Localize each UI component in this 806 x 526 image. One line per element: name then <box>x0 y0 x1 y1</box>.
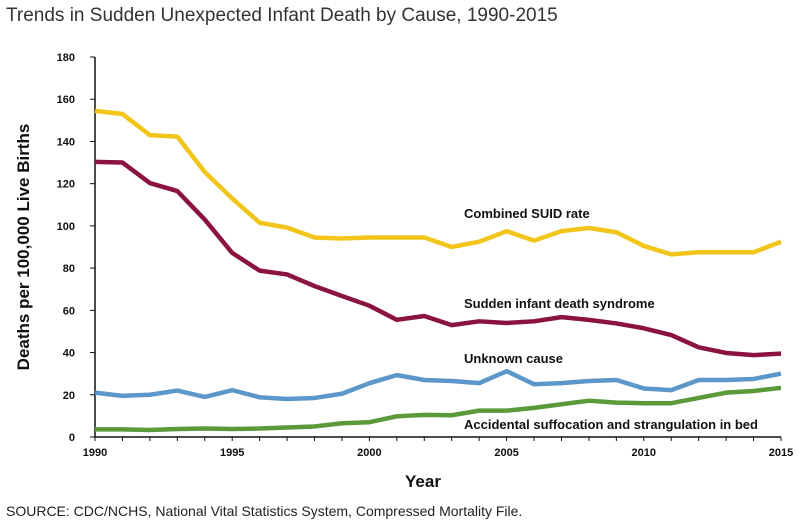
series-line-1 <box>94 159 782 358</box>
y-tick-label: 140 <box>57 136 75 148</box>
series-labels: Combined SUID rate Sudden infant death sy… <box>464 206 758 432</box>
chart-title: Trends in Sudden Unexpected Infant Death… <box>6 5 558 26</box>
series-lines <box>94 108 782 433</box>
y-tick-label: 60 <box>63 305 75 317</box>
x-axis-ticks: 1990 1995 2000 2005 2010 2015 <box>83 437 793 459</box>
series-label-1: Sudden infant death syndrome <box>464 296 655 311</box>
x-tick-label: 2010 <box>632 447 656 459</box>
x-axis-title: Year <box>405 472 441 491</box>
y-tick-label: 20 <box>63 390 75 402</box>
y-tick-label: 100 <box>57 221 75 233</box>
y-axis-ticks: 0 20 40 60 80 100 120 140 160 180 <box>57 52 95 444</box>
series-line-2 <box>94 368 782 402</box>
series-label-0: Combined SUID rate <box>464 206 590 221</box>
x-tick-label: 2015 <box>769 447 793 459</box>
source-note: SOURCE: CDC/NCHS, National Vital Statist… <box>6 503 523 519</box>
y-tick-label: 40 <box>63 348 75 360</box>
y-tick-label: 160 <box>57 94 75 106</box>
y-tick-label: 120 <box>57 179 75 191</box>
x-tick-label: 2000 <box>357 447 381 459</box>
y-tick-label: 80 <box>63 263 75 275</box>
series-label-2: Unknown cause <box>464 351 563 366</box>
series-line-0 <box>94 108 782 257</box>
x-tick-label: 1995 <box>220 447 244 459</box>
series-label-3: Accidental suffocation and strangulation… <box>464 417 758 432</box>
y-tick-label: 0 <box>69 432 75 444</box>
x-tick-label: 1990 <box>83 447 107 459</box>
x-tick-label: 2005 <box>494 447 518 459</box>
series-line-3 <box>95 385 782 433</box>
y-tick-label: 180 <box>57 52 75 64</box>
y-axis-title: Deaths per 100,000 Live Births <box>14 124 33 371</box>
